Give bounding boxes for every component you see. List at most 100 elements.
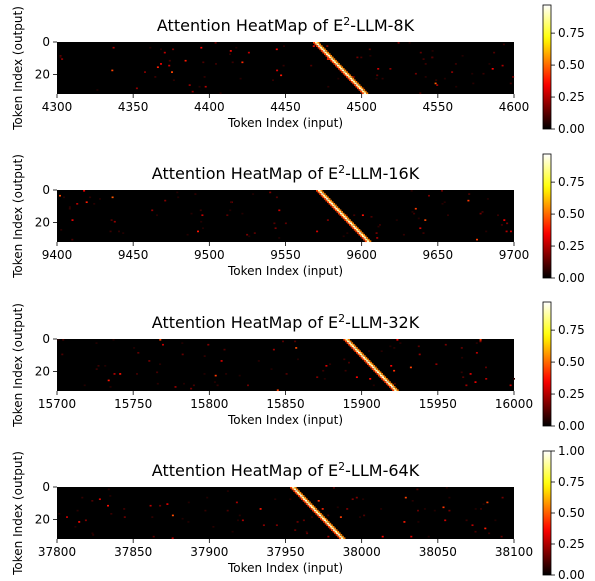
heatmap-cell bbox=[229, 50, 232, 52]
heatmap-cell bbox=[315, 511, 319, 514]
heatmap-cell bbox=[349, 345, 353, 348]
heatmap-cell bbox=[186, 233, 189, 236]
heatmap-cell bbox=[122, 232, 125, 234]
heatmap-cell bbox=[443, 77, 446, 80]
heatmap-cell bbox=[352, 222, 354, 225]
heatmap-cell bbox=[225, 373, 228, 375]
heatmap-cell bbox=[285, 373, 288, 375]
heatmap-cell bbox=[329, 526, 333, 528]
heatmap-cell bbox=[416, 488, 419, 491]
colorbar-tick-label: 0.75 bbox=[558, 175, 585, 189]
heatmap-cell bbox=[168, 59, 171, 62]
heatmap-cell bbox=[275, 48, 278, 51]
heatmap-cell bbox=[319, 193, 322, 195]
heatmap-cell bbox=[358, 232, 362, 234]
x-tick-label: 9500 bbox=[194, 248, 225, 262]
heatmap-cell bbox=[385, 382, 389, 385]
heatmap-cell bbox=[391, 386, 394, 388]
heatmap-cell bbox=[342, 212, 345, 215]
heatmap-cell bbox=[235, 46, 238, 49]
heatmap-cell bbox=[295, 347, 298, 349]
heatmap-cell bbox=[149, 504, 152, 507]
heatmap-cell bbox=[465, 519, 468, 522]
x-tick-label: 15850 bbox=[266, 397, 304, 411]
heatmap-cell bbox=[373, 369, 376, 372]
heatmap-cell bbox=[479, 339, 482, 341]
heatmap-cell bbox=[322, 517, 325, 520]
heatmap-cell bbox=[364, 240, 368, 243]
heatmap-cell bbox=[395, 387, 398, 390]
heatmap-cell bbox=[333, 207, 336, 210]
chart-title: Attention HeatMap of E2-LLM-64K bbox=[152, 460, 420, 480]
heatmap-cell bbox=[340, 212, 343, 215]
heatmap-cell bbox=[497, 214, 499, 217]
heatmap-cell bbox=[461, 356, 464, 359]
heatmap-cell bbox=[385, 378, 388, 380]
heatmap-cell bbox=[200, 46, 203, 49]
heatmap-cell bbox=[454, 63, 457, 65]
colorbar-tick-label: 0.25 bbox=[558, 537, 585, 551]
heatmap-cell bbox=[333, 63, 336, 65]
heatmap-cell bbox=[194, 193, 197, 195]
heatmap-cell bbox=[389, 345, 392, 348]
colorbar-1: 0.00 0.25 0.50 0.75 bbox=[542, 4, 585, 136]
heatmap-cell bbox=[352, 227, 355, 230]
heatmap-cell bbox=[356, 232, 360, 234]
heatmap-cell bbox=[444, 343, 447, 346]
heatmap-cell bbox=[324, 53, 327, 56]
heatmap-cell bbox=[66, 516, 68, 518]
heatmap-cell bbox=[331, 56, 334, 59]
heatmap-cell bbox=[327, 85, 330, 88]
heatmap-cell bbox=[488, 63, 491, 65]
heatmap-cell bbox=[360, 56, 363, 59]
x-tick-label: 4550 bbox=[423, 100, 454, 114]
heatmap-cell bbox=[220, 360, 223, 362]
heatmap-cell bbox=[346, 219, 349, 221]
colorbar-tick-label: 0.75 bbox=[558, 323, 585, 337]
heatmap-cell bbox=[509, 384, 512, 387]
heatmap-cell bbox=[422, 232, 425, 234]
heatmap-cell bbox=[348, 361, 350, 364]
heatmap-cell bbox=[118, 230, 120, 233]
heatmap-cell bbox=[59, 194, 61, 197]
heatmap-cell bbox=[486, 198, 489, 200]
heatmap-cell bbox=[156, 214, 158, 217]
heatmap-cell bbox=[368, 350, 371, 353]
heatmap-cell bbox=[486, 501, 489, 504]
heatmap-cell bbox=[376, 368, 379, 370]
heatmap-background bbox=[57, 190, 514, 242]
heatmap-cell bbox=[419, 92, 422, 95]
heatmap-cell bbox=[192, 384, 195, 387]
heatmap-cell bbox=[365, 361, 368, 364]
heatmap-cell bbox=[325, 194, 328, 197]
heatmap-cell bbox=[214, 42, 217, 44]
heatmap-cell bbox=[343, 358, 346, 361]
heatmap-cell bbox=[306, 532, 309, 535]
heatmap-cell bbox=[352, 343, 355, 346]
heatmap-cell bbox=[392, 384, 394, 387]
heatmap-cell bbox=[177, 196, 180, 199]
heatmap-cell bbox=[181, 353, 184, 356]
heatmap-cell bbox=[337, 534, 341, 536]
heatmap-cell bbox=[341, 69, 345, 72]
heatmap-cell bbox=[315, 42, 318, 44]
heatmap-cell bbox=[390, 365, 393, 367]
colorbar-tick-label: 0.75 bbox=[558, 475, 585, 489]
heatmap-cell bbox=[316, 45, 319, 47]
heatmap-cell bbox=[320, 194, 324, 197]
heatmap-cell bbox=[91, 500, 94, 502]
colorbar-tick-label: 0.25 bbox=[558, 90, 585, 104]
heatmap-cell bbox=[377, 68, 380, 70]
heatmap-cell bbox=[468, 193, 471, 195]
heatmap-cell bbox=[166, 503, 169, 505]
heatmap-cell bbox=[291, 488, 295, 491]
heatmap-cell bbox=[331, 206, 335, 208]
heatmap-cell bbox=[262, 524, 265, 527]
heatmap-cell bbox=[109, 230, 112, 233]
heatmap-cell bbox=[355, 225, 358, 228]
heatmap-cell bbox=[369, 55, 372, 57]
heatmap-cell bbox=[328, 203, 332, 205]
heatmap-cell bbox=[71, 238, 74, 241]
heatmap-cell bbox=[384, 381, 387, 383]
heatmap-cell bbox=[199, 209, 202, 212]
